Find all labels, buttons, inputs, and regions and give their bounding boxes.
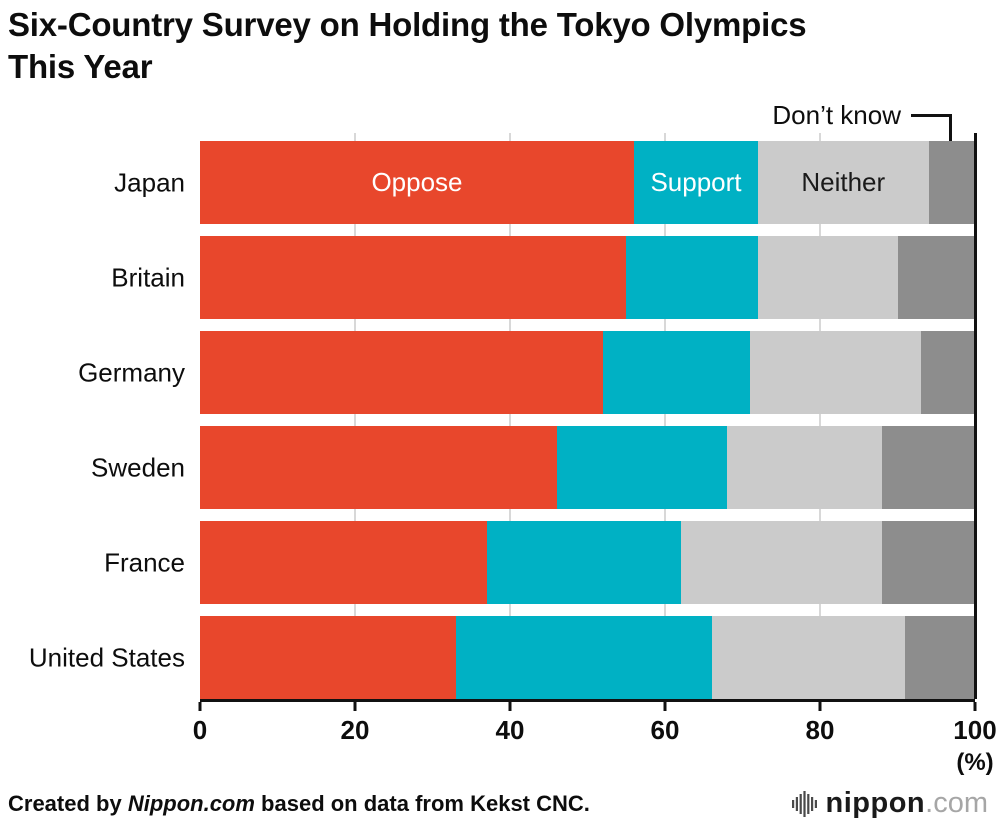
- category-label-france: France: [104, 547, 185, 577]
- axis-tick-100: [973, 702, 977, 711]
- axis-tick-label-20: 20: [340, 715, 370, 745]
- chart-title-line1: Six-Country Survey on Holding the Tokyo …: [8, 6, 807, 43]
- segment-don-t-know: [897, 236, 975, 319]
- bar-row-france: France: [104, 521, 975, 604]
- segment-neither: [750, 331, 921, 414]
- axis-tick-label-60: 60: [650, 715, 680, 745]
- chart-title-line2: This Year: [8, 48, 153, 85]
- segment-don-t-know: [882, 426, 975, 509]
- gridline-80: [819, 133, 821, 699]
- gridline-40: [509, 133, 511, 699]
- segment-don-t-know: [928, 141, 975, 224]
- segment-don-t-know: [882, 521, 975, 604]
- bar-row-sweden: Sweden: [91, 426, 975, 509]
- segment-oppose: Oppose: [200, 141, 634, 224]
- dont-know-callout: Don’t know: [772, 100, 952, 144]
- segment-oppose: [200, 521, 487, 604]
- segment-neither: [758, 236, 898, 319]
- segment-support: [556, 426, 727, 509]
- segment-neither: [711, 616, 906, 699]
- logo-text-nippon: nippon: [825, 787, 926, 819]
- segment-oppose: [200, 331, 603, 414]
- x-axis: (%) 0 20 40 60 80 100: [193, 702, 997, 782]
- segment-support: [626, 236, 758, 319]
- axis-tick-label-0: 0: [192, 715, 208, 745]
- segment-support: [455, 616, 712, 699]
- category-label-britain: Britain: [111, 262, 185, 292]
- category-label-united-states: United States: [28, 642, 185, 672]
- axis-tick-80: [818, 702, 822, 711]
- nippon-logo: nippon .com: [791, 787, 988, 820]
- credit-suffix: based on data from Kekst CNC.: [254, 791, 590, 816]
- dont-know-label: Don’t know: [772, 100, 901, 130]
- credit-prefix: Created by: [8, 791, 128, 816]
- series-label-neither: Neither: [801, 167, 886, 197]
- segment-support: Support: [634, 141, 758, 224]
- category-label-japan: Japan: [114, 167, 185, 197]
- segment-neither: [680, 521, 882, 604]
- segment-support: [486, 521, 681, 604]
- soundwave-icon: [791, 790, 817, 817]
- bar-row-germany: Germany: [78, 331, 975, 414]
- segment-neither: Neither: [758, 141, 929, 224]
- bar-row-britain: Britain: [111, 236, 975, 319]
- segment-don-t-know: [905, 616, 975, 699]
- segment-oppose: [200, 236, 627, 319]
- callout-connector-line: [911, 114, 952, 144]
- plot-area: Japan Oppose Support Neither Britain Germany S…: [29, 133, 977, 702]
- axis-unit-label: (%): [956, 749, 994, 776]
- category-label-germany: Germany: [78, 357, 185, 387]
- bar-row-united-states: United States: [29, 616, 975, 699]
- segment-neither: [727, 426, 882, 509]
- credit-brand: Nippon.com: [127, 791, 255, 816]
- axis-tick-20: [353, 702, 357, 711]
- segment-support: [603, 331, 751, 414]
- chart-title: Six-Country Survey on Holding the Tokyo …: [8, 4, 807, 88]
- bar-row-japan: Japan Oppose Support Neither: [114, 141, 975, 224]
- logo-text-com: .com: [925, 787, 988, 819]
- series-label-oppose: Oppose: [371, 167, 463, 197]
- segment-oppose: [200, 616, 456, 699]
- bar-rows: Japan Oppose Support Neither Britain Germany S…: [29, 133, 975, 699]
- axis-tick-40: [508, 702, 512, 711]
- axis-tick-label-100: 100: [953, 715, 997, 745]
- gridline-20: [354, 133, 356, 699]
- axis-tick-60: [663, 702, 667, 711]
- series-label-support: Support: [650, 167, 742, 197]
- category-label-sweden: Sweden: [91, 452, 185, 482]
- gridline-60: [664, 133, 666, 699]
- plot-right-border-line: [974, 133, 977, 699]
- axis-tick-label-80: 80: [805, 715, 835, 745]
- segment-oppose: [200, 426, 557, 509]
- credit-line: Created by Nippon.com based on data from…: [8, 791, 590, 817]
- axis-tick-label-40: 40: [495, 715, 525, 745]
- segment-don-t-know: [920, 331, 975, 414]
- axis-tick-0: [198, 702, 202, 711]
